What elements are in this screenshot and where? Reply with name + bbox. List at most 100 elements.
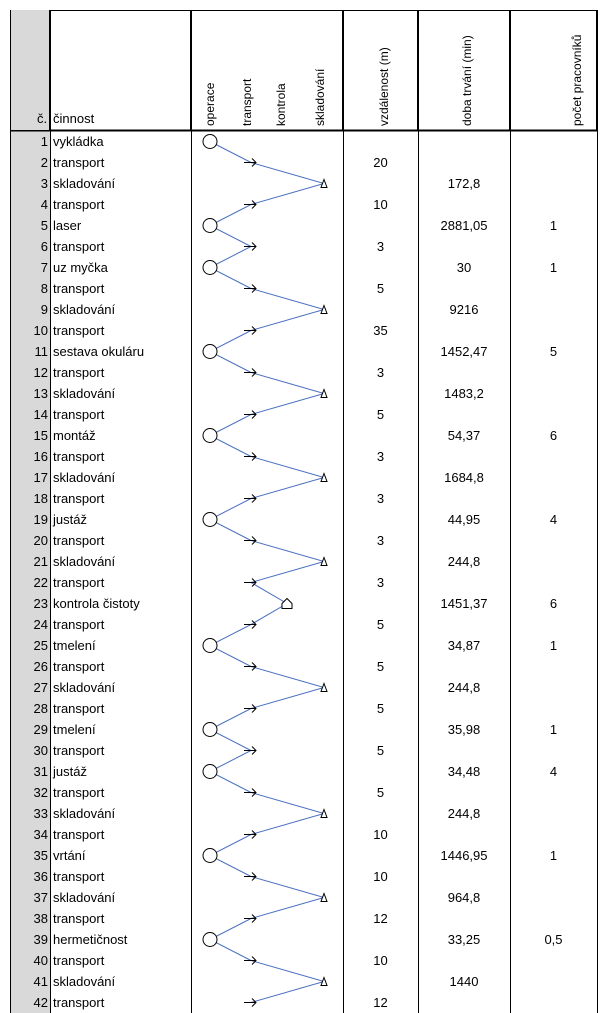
row-number: 34 <box>33 827 48 842</box>
header-transport-label: transport <box>240 78 254 126</box>
row-activity: transport <box>53 827 105 842</box>
transport-arrow-symbol <box>244 536 257 545</box>
row-activity: skladování <box>53 302 116 317</box>
row-duration: 2881,05 <box>440 218 488 233</box>
row-activity: sestava okuláru <box>53 344 145 359</box>
row-distance <box>343 173 418 194</box>
row-workers <box>510 908 597 929</box>
row-distance <box>343 509 418 530</box>
row-number: 37 <box>33 890 48 905</box>
row-activity: skladování <box>53 470 116 485</box>
row-duration: 34,87 <box>447 638 481 653</box>
row-workers: 4 <box>549 512 558 527</box>
row-activity: vrtání <box>53 848 86 863</box>
row-number: 5 <box>40 218 48 233</box>
operation-symbol <box>202 218 218 233</box>
row-activity: transport <box>53 197 105 212</box>
transport-arrow-symbol <box>244 788 257 797</box>
row-number: 10 <box>33 323 48 338</box>
row-number: 25 <box>33 638 48 653</box>
row-activity: justáž <box>53 512 87 527</box>
row-number: 28 <box>33 701 48 716</box>
row-distance: 10 <box>373 953 388 968</box>
row-distance <box>343 299 418 320</box>
row-duration: 244,8 <box>447 680 481 695</box>
row-duration <box>418 320 510 341</box>
control-symbol <box>281 597 293 609</box>
row-duration <box>418 362 510 383</box>
row-number: 21 <box>33 554 48 569</box>
row-duration <box>418 656 510 677</box>
storage-triangle-symbol <box>320 682 328 692</box>
header-workers-label: počet pracovníků <box>570 34 584 126</box>
header-activity: činnost <box>50 10 191 130</box>
row-workers <box>510 782 597 803</box>
storage-triangle-symbol <box>320 304 328 314</box>
row-number: 13 <box>33 386 48 401</box>
row-duration <box>418 530 510 551</box>
row-workers <box>510 866 597 887</box>
row-workers <box>510 950 597 971</box>
row-duration: 1451,37 <box>440 596 488 611</box>
row-number: 26 <box>33 659 48 674</box>
row-number: 15 <box>33 428 48 443</box>
row-distance <box>343 635 418 656</box>
transport-arrow-symbol <box>244 494 257 503</box>
row-workers <box>510 194 597 215</box>
row-duration: 35,98 <box>447 722 481 737</box>
row-workers <box>510 383 597 404</box>
row-workers: 0,5 <box>544 932 563 947</box>
row-duration <box>418 404 510 425</box>
row-workers <box>510 677 597 698</box>
row-number: 30 <box>33 743 48 758</box>
row-distance: 12 <box>373 995 388 1010</box>
row-duration <box>418 278 510 299</box>
operation-symbol <box>202 722 218 737</box>
row-activity: skladování <box>53 554 116 569</box>
row-workers <box>510 887 597 908</box>
row-duration <box>418 782 510 803</box>
row-duration: 172,8 <box>447 176 481 191</box>
row-duration: 244,8 <box>447 806 481 821</box>
row-number: 18 <box>33 491 48 506</box>
row-workers <box>510 530 597 551</box>
row-distance: 3 <box>376 491 385 506</box>
row-number: 33 <box>33 806 48 821</box>
row-distance: 3 <box>376 365 385 380</box>
row-number: 14 <box>33 407 48 422</box>
row-activity: skladování <box>53 974 116 989</box>
row-activity: transport <box>53 995 105 1010</box>
row-workers <box>510 404 597 425</box>
row-number: 32 <box>33 785 48 800</box>
row-duration <box>418 950 510 971</box>
row-activity: transport <box>53 323 105 338</box>
row-distance: 12 <box>373 911 388 926</box>
row-activity: transport <box>53 449 105 464</box>
row-activity: transport <box>53 533 105 548</box>
operation-symbol <box>202 428 218 443</box>
row-activity: transport <box>53 239 105 254</box>
row-duration: 44,95 <box>447 512 481 527</box>
row-distance <box>343 929 418 950</box>
row-duration <box>418 446 510 467</box>
rownum-column-bg <box>10 131 50 1013</box>
storage-triangle-symbol <box>320 808 328 818</box>
row-workers <box>510 992 597 1013</box>
row-activity: transport <box>53 743 105 758</box>
row-workers <box>510 173 597 194</box>
row-number: 8 <box>40 281 48 296</box>
row-distance: 3 <box>376 575 385 590</box>
row-duration <box>418 614 510 635</box>
row-distance <box>343 677 418 698</box>
row-distance: 5 <box>376 281 385 296</box>
transport-arrow-symbol <box>244 578 257 587</box>
operation-symbol <box>202 932 218 947</box>
row-activity: justáž <box>53 764 87 779</box>
row-activity: transport <box>53 155 105 170</box>
operation-symbol <box>202 344 218 359</box>
row-distance <box>343 257 418 278</box>
row-duration <box>418 194 510 215</box>
row-number: 31 <box>33 764 48 779</box>
